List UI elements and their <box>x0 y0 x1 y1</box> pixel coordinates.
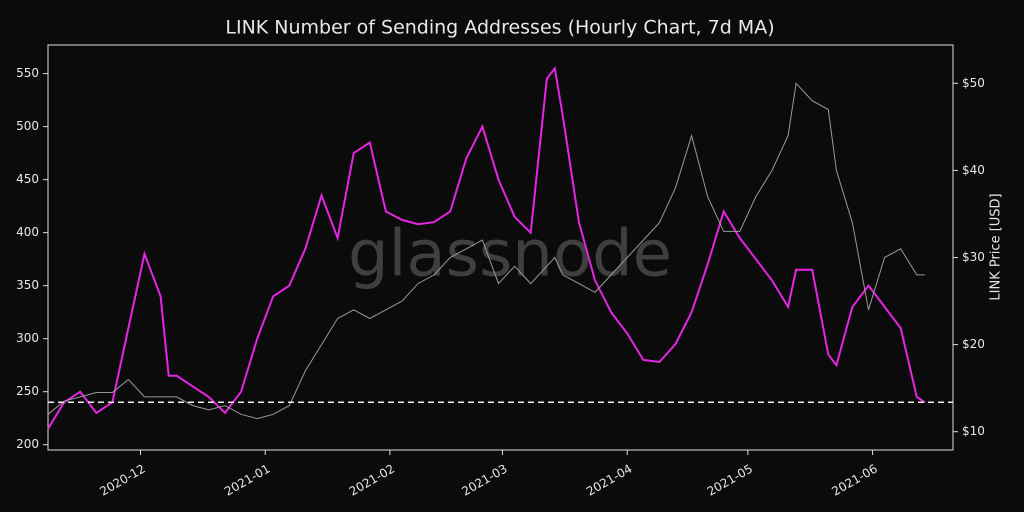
series-line <box>47 82 925 420</box>
y-tick-label: 450 <box>16 172 39 186</box>
y2-axis-label: LINK Price [USD] <box>989 193 1004 300</box>
watermark: glassnode <box>348 218 672 292</box>
x-tick-label: 2020-12 <box>97 462 147 499</box>
x-tick-label: 2021-03 <box>459 462 509 499</box>
chart-title: LINK Number of Sending Addresses (Hourly… <box>225 17 774 39</box>
x-tick-label: 2021-04 <box>584 462 634 499</box>
y-tick-label: 400 <box>16 225 39 239</box>
y-tick-label: 300 <box>16 331 39 345</box>
y2-tick-label: $10 <box>962 424 985 438</box>
y2-tick-label: $50 <box>962 76 985 90</box>
y-tick-label: 250 <box>16 384 39 398</box>
x-tick-label: 2021-01 <box>222 462 272 499</box>
y2-tick-label: $40 <box>962 163 985 177</box>
y-tick-label: 200 <box>16 437 39 451</box>
series-line <box>47 65 926 430</box>
y2-tick-label: $30 <box>962 250 985 264</box>
x-tick-label: 2021-06 <box>829 462 879 499</box>
y2-tick-label: $20 <box>962 337 985 351</box>
y-tick-label: 350 <box>16 278 39 292</box>
y-tick-label: 550 <box>16 66 39 80</box>
plot-frame <box>47 44 954 451</box>
x-tick-label: 2021-02 <box>347 462 397 499</box>
x-tick-label: 2021-05 <box>705 462 755 499</box>
y-tick-label: 500 <box>16 119 39 133</box>
